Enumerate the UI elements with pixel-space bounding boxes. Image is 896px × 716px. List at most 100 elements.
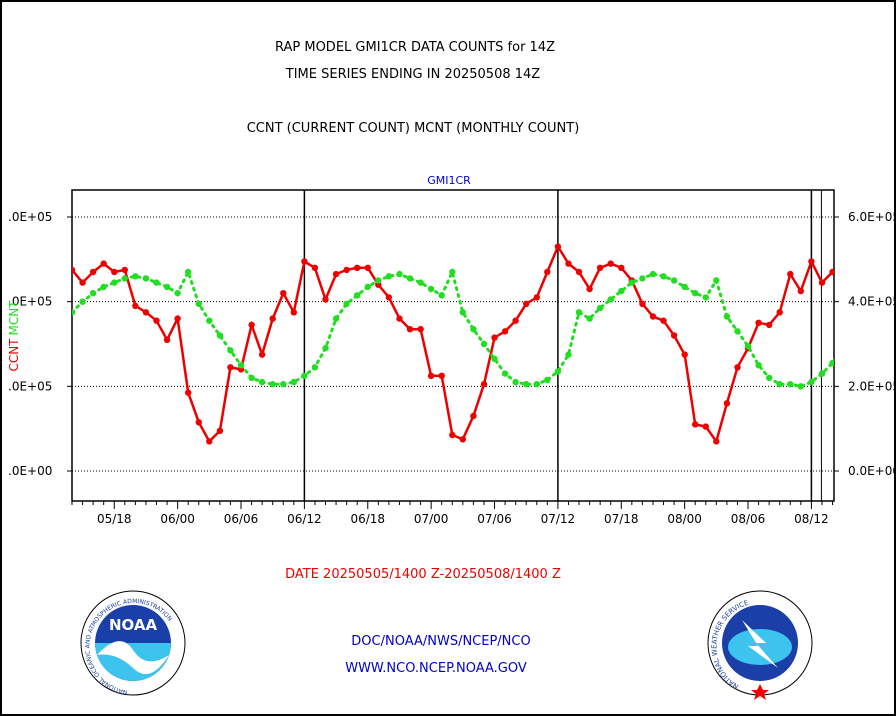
ccnt-data-point [692, 421, 699, 428]
mcnt-data-point [248, 374, 255, 382]
mcnt-data-point [861, 311, 867, 317]
mcnt-data-point [364, 283, 371, 291]
mcnt-data-point [72, 309, 76, 316]
mcnt-data-point [618, 287, 625, 295]
y-tick-label-right: 2.0E+05 [848, 379, 896, 393]
day-boundary-lines [303, 190, 822, 501]
nws-logo[interactable]: NATIONAL WEATHER SERVICE [707, 590, 813, 700]
mcnt-data-point [332, 315, 340, 322]
mcnt-data-point [100, 283, 107, 291]
mcnt-data-point [79, 298, 86, 305]
mcnt-data-point [480, 340, 488, 348]
ccnt-data-point [501, 328, 509, 335]
ccnt-data-point [301, 258, 308, 265]
mcnt-data-point [840, 345, 846, 351]
ccnt-data-point [787, 270, 794, 278]
nws-logo-star-icon [751, 684, 769, 700]
ccnt-data-point [618, 264, 625, 271]
mcnt-data-point [818, 370, 826, 377]
x-tick-label: 08/00 [667, 512, 702, 526]
x-tick-label: 06/06 [224, 512, 259, 526]
mcnt-data-point [227, 347, 234, 354]
mcnt-data-point [713, 277, 720, 284]
mcnt-data-point [829, 359, 834, 367]
ccnt-data-point [713, 438, 720, 445]
x-tick-label: 07/00 [414, 512, 449, 526]
ccnt-data-point [206, 438, 213, 445]
mcnt-data-point [280, 381, 287, 388]
mcnt-data-point [734, 328, 741, 335]
ccnt-data-point [776, 309, 783, 316]
x-tick-label: 07/12 [541, 512, 576, 526]
ccnt-data-point [649, 313, 657, 320]
ccnt-data-point [438, 372, 445, 379]
mcnt-data-point [723, 313, 731, 320]
ccnt-data-point [385, 294, 393, 301]
y-tick-label-left: .0E+00 [8, 464, 52, 478]
left-axis: .0E+05 .0E+05 .0E+05 .0E+00 [8, 210, 72, 478]
plot-frame [71, 189, 835, 502]
panel-title: GMI1CR [427, 174, 471, 187]
mcnt-data-point [258, 378, 266, 386]
ccnt-data-point [269, 315, 276, 322]
ccnt-data-point [596, 264, 604, 271]
series-layer [72, 243, 867, 445]
mcnt-data-point [649, 270, 657, 278]
mcnt-data-point [195, 300, 202, 307]
x-tick-label: 05/18 [97, 512, 132, 526]
mcnt-data-point [776, 381, 783, 388]
ccnt-data-point [290, 309, 297, 316]
mcnt-data-point [385, 273, 393, 280]
y-tick-label-right: 0.0E+00 [848, 464, 896, 478]
mcnt-data-point [111, 279, 118, 286]
ccnt-data-point [343, 266, 350, 274]
mcnt-data-point [311, 364, 319, 371]
x-axis: 05/18 06/00 06/06 06/12 06/18 07/00 07/06 07/12… [71, 501, 834, 526]
ccnt-data-point [670, 332, 678, 339]
mcnt-data-point [343, 300, 350, 307]
noaa-logo-gull [97, 641, 169, 675]
ccnt-data-point [723, 400, 731, 407]
chart-subtitle: CCNT (CURRENT COUNT) MCNT (MONTHLY COUNT… [247, 121, 580, 136]
noaa-logo-center-text: NOAA [109, 616, 158, 634]
mcnt-data-point [121, 275, 128, 282]
mcnt-data-point [89, 290, 97, 297]
y-axis-label-mcnt: MCNT [7, 300, 21, 336]
mcnt-data-point [512, 378, 519, 386]
x-tick-label: 06/00 [160, 512, 195, 526]
ccnt-data-point [79, 279, 86, 286]
date-range-label: DATE 20250505/1400 Z-20250508/1400 Z [285, 567, 561, 582]
ccnt-data-point [121, 266, 128, 274]
website-link[interactable]: WWW.NCO.NCEP.NOAA.GOV [345, 661, 527, 676]
mcnt-data-point [301, 372, 308, 379]
ccnt-data-point [766, 321, 773, 329]
mcnt-data-point [628, 279, 635, 286]
x-tick-label: 06/18 [350, 512, 385, 526]
mcnt-data-point [417, 279, 424, 286]
mcnt-data-point [808, 378, 815, 386]
ccnt-data-point [459, 436, 466, 443]
mcnt-data-point [375, 277, 382, 284]
ccnt-data-point [311, 264, 319, 271]
y-tick-label-right: 6.0E+05 [848, 210, 896, 224]
chart-title-line1: RAP MODEL GMI1CR DATA COUNTS for 14Z [275, 40, 555, 55]
ccnt-data-point [174, 315, 181, 322]
ccnt-data-point [396, 315, 403, 322]
ccnt-data-point [406, 326, 414, 333]
ccnt-data-point [354, 264, 361, 271]
ccnt-data-point [185, 389, 192, 396]
mcnt-data-point [459, 309, 466, 316]
mcnt-data-point [744, 342, 752, 350]
noaa-logo[interactable]: NOAA NATIONAL OCEANIC AND ATMOSPHERIC AD… [80, 590, 186, 696]
mcnt-data-point [586, 315, 593, 322]
ccnt-data-point [132, 302, 139, 310]
mcnt-data-point [702, 294, 709, 301]
mcnt-data-point [639, 275, 646, 282]
ccnt-data-point [607, 260, 614, 267]
ccnt-data-point [755, 319, 762, 326]
ccnt-data-point [280, 290, 287, 297]
mcnt-data-point [322, 345, 329, 352]
ccnt-data-point [153, 317, 160, 324]
chart-title-line2: TIME SERIES ENDING IN 20250508 14Z [285, 67, 541, 82]
